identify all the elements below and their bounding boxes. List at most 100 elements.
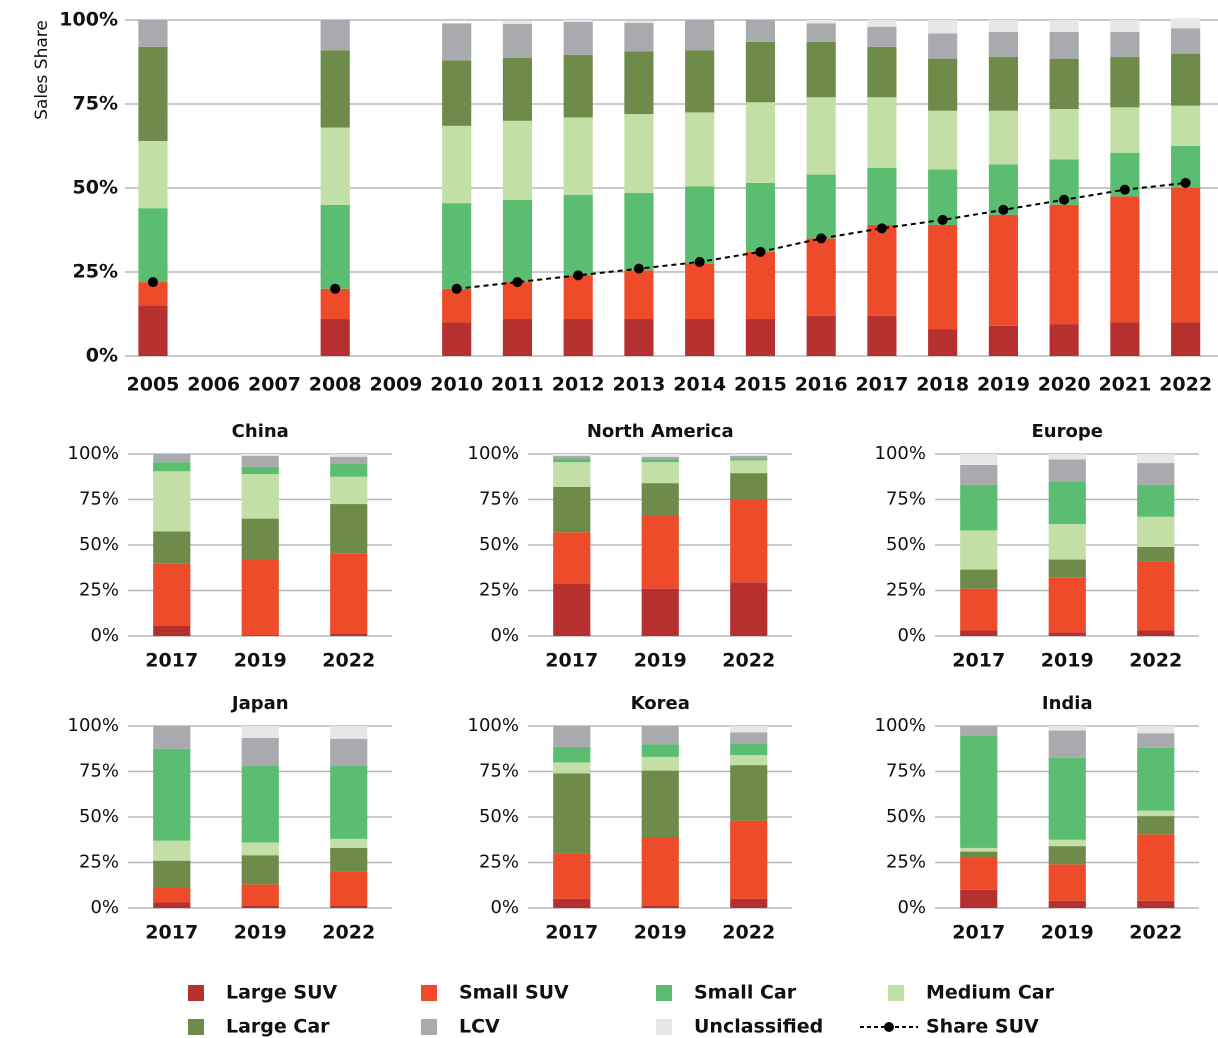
bar-segment	[563, 319, 593, 356]
bar-segment	[553, 583, 591, 636]
bar-segment	[867, 97, 897, 168]
bar-segment	[745, 182, 775, 252]
bar-segment	[1137, 816, 1175, 835]
legend-swatch	[188, 985, 204, 1001]
x-tick-label: 2019	[234, 922, 287, 944]
bar-segment	[1048, 459, 1086, 482]
bar-segment	[153, 860, 191, 888]
bar-segment	[928, 58, 958, 111]
bar-segment	[624, 193, 654, 271]
x-tick-label: 2011	[491, 374, 544, 396]
legend-label: Small Car	[694, 982, 797, 1004]
bar-segment	[1049, 20, 1079, 32]
line-point	[633, 263, 644, 274]
y-tick-label: 0%	[90, 897, 119, 918]
bar-segment	[330, 454, 368, 457]
bar-segment	[1137, 546, 1175, 562]
bar-segment	[685, 263, 715, 320]
x-tick-label: 2022	[1129, 922, 1182, 944]
y-tick-label: 50%	[79, 534, 119, 555]
bar-segment	[1048, 632, 1086, 636]
bar-segment	[685, 50, 715, 113]
x-tick-label: 2017	[952, 650, 1005, 672]
bar-segment	[553, 458, 591, 463]
bar-segment	[153, 887, 191, 903]
bar-segment	[641, 837, 679, 906]
bar-segment	[928, 33, 958, 59]
bar-segment	[1048, 559, 1086, 578]
bar-segment	[553, 773, 591, 854]
bar-segment	[442, 322, 472, 356]
bar-segment	[806, 20, 836, 24]
bar-segment	[1048, 900, 1086, 908]
bar-segment	[1171, 28, 1201, 54]
y-tick-label: 75%	[886, 761, 926, 782]
line-point	[451, 283, 462, 294]
bar-segment	[330, 633, 368, 636]
y-tick-label: 100%	[468, 443, 519, 464]
x-tick-label: 2022	[722, 922, 775, 944]
bar-segment	[320, 288, 350, 320]
bar-segment	[442, 23, 472, 61]
x-tick-label: 2019	[634, 650, 687, 672]
y-tick-label: 50%	[886, 806, 926, 827]
bar-segment	[502, 20, 533, 25]
line-point	[1119, 184, 1130, 195]
y-tick-label: 100%	[468, 715, 519, 736]
bar-segment	[685, 319, 715, 356]
bar-segment	[153, 462, 191, 472]
bar-segment	[641, 456, 679, 460]
bar-segment	[241, 766, 279, 843]
bar-segment	[563, 194, 593, 276]
legend-swatch	[888, 985, 904, 1001]
bar-segment	[553, 454, 591, 456]
chart-title: Europe	[1032, 421, 1103, 442]
bar-segment	[241, 466, 279, 475]
y-tick-label: 25%	[479, 580, 519, 601]
bar-segment	[1110, 107, 1140, 153]
y-tick-label: 50%	[886, 534, 926, 555]
bar-segment	[330, 871, 368, 906]
bar-segment	[153, 748, 191, 841]
bar-segment	[330, 553, 368, 634]
bar-segment	[1110, 196, 1140, 323]
bar-segment	[641, 459, 679, 463]
bar-segment	[1110, 20, 1140, 32]
legend-swatch	[421, 985, 437, 1001]
bar-segment	[553, 532, 591, 584]
bar-segment	[730, 454, 768, 456]
line-point	[694, 256, 705, 267]
bar-segment	[988, 56, 1018, 111]
bar-segment	[745, 319, 775, 356]
bar-segment	[153, 726, 191, 749]
bar-segment	[960, 847, 998, 852]
bar-segment	[867, 20, 897, 27]
bar-segment	[1110, 56, 1140, 108]
bar-segment	[960, 569, 998, 589]
x-tick-label: 2009	[370, 374, 423, 396]
bar-segment	[960, 630, 998, 636]
bar-segment	[988, 110, 1018, 165]
chart-title: China	[232, 421, 289, 442]
x-tick-label: 2020	[1038, 374, 1091, 396]
bar-segment	[806, 315, 836, 356]
bar-segment	[138, 305, 168, 356]
bar-segment	[553, 726, 591, 747]
bar-segment	[806, 97, 836, 175]
x-tick-label: 2017	[855, 374, 908, 396]
bar-segment	[685, 112, 715, 187]
bar-segment	[330, 766, 368, 839]
bar-segment	[1048, 726, 1086, 731]
x-tick-label: 2019	[1041, 922, 1094, 944]
bar-segment	[745, 251, 775, 320]
bar-segment	[320, 127, 350, 205]
bar-segment	[502, 120, 533, 200]
bar-segment	[624, 270, 654, 320]
bar-segment	[138, 20, 168, 47]
y-tick-label: 0%	[897, 625, 926, 646]
x-tick-label: 2015	[734, 374, 787, 396]
bar-segment	[988, 325, 1018, 356]
bar-segment	[320, 50, 350, 128]
line-point	[755, 246, 766, 257]
